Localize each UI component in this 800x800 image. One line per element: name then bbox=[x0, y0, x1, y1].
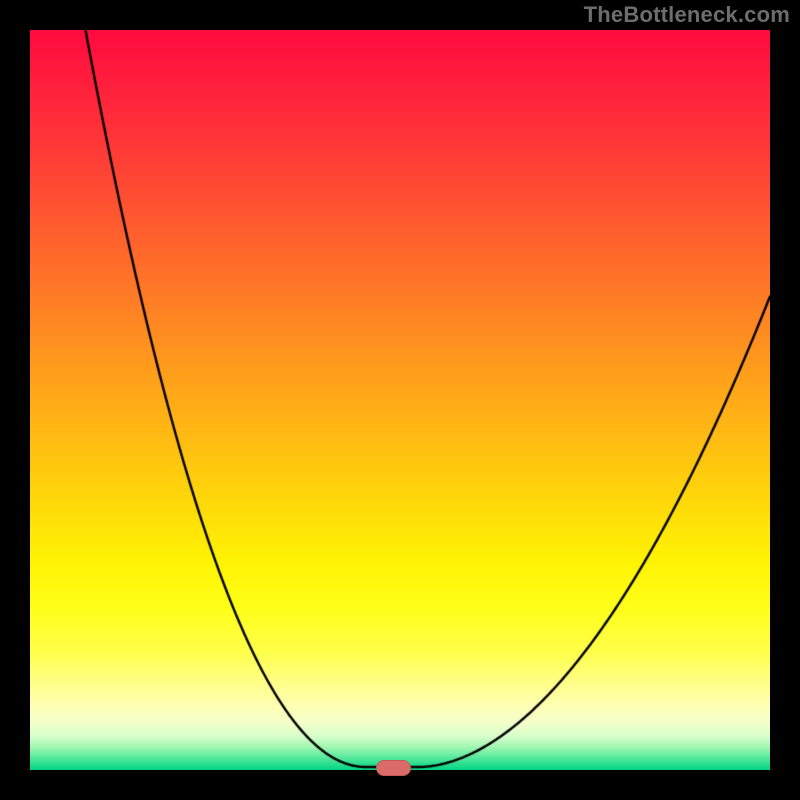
watermark-text: TheBottleneck.com bbox=[584, 2, 790, 28]
optimum-marker bbox=[376, 760, 411, 777]
chart-stage: TheBottleneck.com bbox=[0, 0, 800, 800]
bottleneck-chart bbox=[30, 30, 770, 770]
